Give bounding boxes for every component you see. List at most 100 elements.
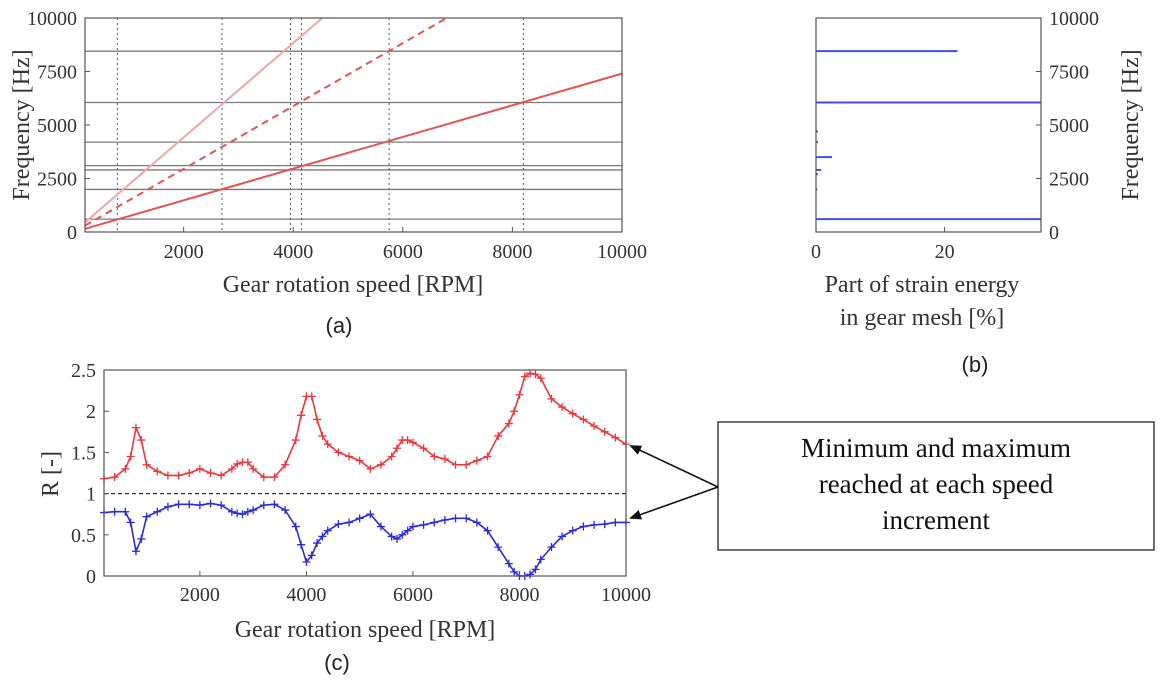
x-tick-label: 20 xyxy=(935,241,955,263)
y-tick-label: 2500 xyxy=(1049,169,1089,191)
x-tick-label: 8000 xyxy=(499,584,539,606)
r-min-point xyxy=(127,518,135,526)
r-max-point xyxy=(185,469,193,477)
panel-a-axes xyxy=(85,18,622,232)
r-max-point xyxy=(217,471,225,479)
r-min-point xyxy=(345,518,353,526)
x-tick-label: 4000 xyxy=(273,241,313,263)
r-min-point xyxy=(590,521,598,529)
panel-b-bars xyxy=(816,51,1041,219)
r-max-point xyxy=(132,424,140,432)
y-tick-label: 5000 xyxy=(1049,115,1089,137)
panel-b-xlabel-line2: in gear mesh [%] xyxy=(840,305,1005,331)
r-max-point xyxy=(510,407,518,415)
r-min-point xyxy=(143,513,151,521)
r-min-point xyxy=(334,520,342,528)
r-max-point xyxy=(318,432,326,440)
r-min-point xyxy=(137,535,145,543)
r-min-point xyxy=(270,500,278,508)
r-max-point xyxy=(473,457,481,465)
panel-b-xlabel-line1: Part of strain energy xyxy=(825,272,1020,298)
y-tick-label: 5000 xyxy=(37,115,77,137)
mesh-order-line-3 xyxy=(85,18,322,222)
y-tick-label: 2 xyxy=(86,401,96,423)
r-min-point xyxy=(356,514,364,522)
r-min-point xyxy=(111,508,119,516)
x-tick-label: 6000 xyxy=(383,241,423,263)
r-max-point xyxy=(452,461,460,469)
panel-b-caption: (b) xyxy=(962,352,989,377)
x-tick-label: 10000 xyxy=(597,241,647,263)
r-min-point xyxy=(579,523,587,531)
r-min-point xyxy=(153,508,161,516)
y-tick-label: 10000 xyxy=(1049,8,1099,30)
r-min-point xyxy=(217,501,225,509)
x-tick-label: 2000 xyxy=(164,241,204,263)
y-tick-label: 1 xyxy=(86,484,96,506)
r-max-point xyxy=(127,453,135,461)
panel-a-ylabel: Frequency [Hz] xyxy=(9,49,35,200)
r-max-point xyxy=(569,410,577,418)
r-min-point xyxy=(121,508,129,516)
r-max-point xyxy=(462,461,470,469)
r-min-point xyxy=(430,518,438,526)
r-min-point xyxy=(611,518,619,526)
r-min-point xyxy=(569,527,577,535)
r-max-point xyxy=(143,461,151,469)
panel-a: 2000 4000 6000 8000 10000 025005000750010000… xyxy=(9,8,647,338)
y-tick-label: 2.5 xyxy=(71,360,96,382)
panel-c-ylabel: R [-] xyxy=(38,451,64,497)
panel-c-series xyxy=(100,369,630,580)
r-max-point xyxy=(207,469,215,477)
panel-a-xlabel: Gear rotation speed [RPM] xyxy=(223,272,484,298)
annotation-line-2: reached at each speed xyxy=(819,469,1054,499)
annotation-arrow-min xyxy=(631,487,718,518)
r-max-point xyxy=(515,391,523,399)
panel-b: 0 20 0 2500 5000 7500 10000 Part of strain en… xyxy=(811,8,1144,377)
r-max-point xyxy=(441,455,449,463)
panel-a-yticks: 025005000750010000 xyxy=(27,8,90,244)
x-tick-label: 0 xyxy=(811,241,821,263)
r-max-point xyxy=(345,453,353,461)
r-max-point xyxy=(590,422,598,430)
r-max-point xyxy=(137,436,145,444)
r-min-point xyxy=(185,500,193,508)
y-tick-label: 2500 xyxy=(37,169,77,191)
y-tick-label: 0.5 xyxy=(71,525,96,547)
r-min-point xyxy=(441,516,449,524)
y-tick-label: 0 xyxy=(67,222,77,244)
r-max-point xyxy=(153,467,161,475)
r-min-point xyxy=(260,501,268,509)
r-min-point xyxy=(452,514,460,522)
r-max-point xyxy=(611,434,619,442)
panel-b-ylabel: Frequency [Hz] xyxy=(1118,49,1144,200)
r-min-point xyxy=(196,501,204,509)
annotation-arrow-max xyxy=(631,446,718,487)
x-tick-label: 8000 xyxy=(492,241,532,263)
r-min-point xyxy=(233,509,241,517)
panel-c-yticks: 0 0.5 1 1.5 2 2.5 xyxy=(71,360,109,588)
panel-a-series xyxy=(85,18,622,229)
panel-c: 2000 4000 6000 8000 10000 0 0.5 1 1.5 2 2.5 Gear … xyxy=(38,360,651,675)
r-max-point xyxy=(313,415,321,423)
r-max-point xyxy=(484,453,492,461)
r-min-line xyxy=(104,503,626,576)
r-min-point xyxy=(420,521,428,529)
panel-a-natfreq-lines xyxy=(85,51,622,219)
y-tick-label: 10000 xyxy=(27,8,77,30)
r-max-point xyxy=(601,428,609,436)
r-min-point xyxy=(175,500,183,508)
r-min-point xyxy=(292,523,300,531)
r-min-point xyxy=(462,514,470,522)
x-tick-label: 4000 xyxy=(286,584,326,606)
r-min-point xyxy=(207,499,215,507)
r-max-point xyxy=(164,471,172,479)
r-max-point xyxy=(297,411,305,419)
r-min-point xyxy=(228,508,236,516)
x-tick-label: 10000 xyxy=(601,584,651,606)
r-min-point xyxy=(132,547,140,555)
r-max-point xyxy=(579,415,587,423)
r-min-point xyxy=(164,503,172,511)
annotation-line-1: Minimum and maximum xyxy=(801,433,1071,463)
r-min-point xyxy=(601,520,609,528)
